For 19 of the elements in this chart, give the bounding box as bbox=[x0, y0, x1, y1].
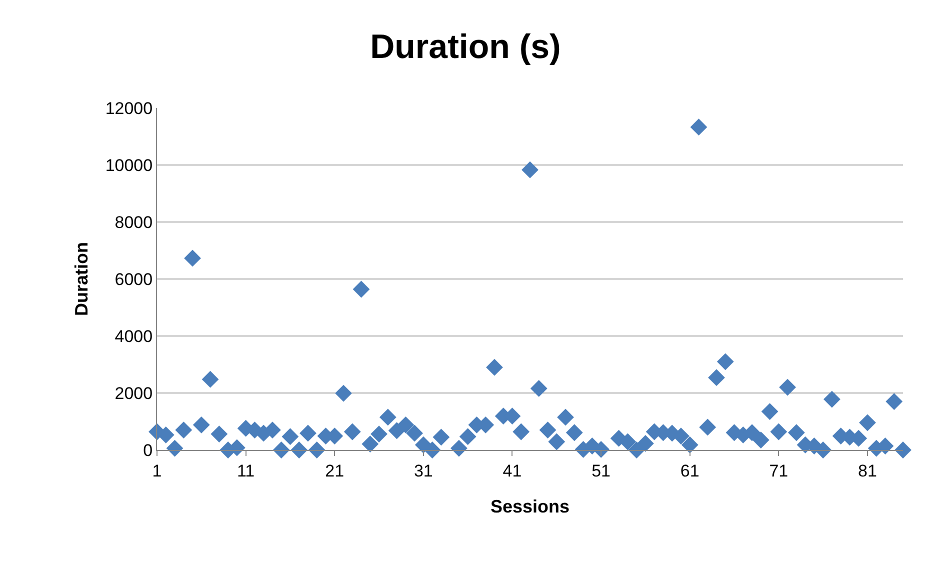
x-tick-label: 71 bbox=[769, 461, 788, 480]
chart-title: Duration (s) bbox=[370, 28, 561, 66]
y-tick-label: 0 bbox=[143, 440, 153, 460]
y-tick-label: 4000 bbox=[114, 326, 153, 346]
y-tick-label: 6000 bbox=[114, 270, 153, 289]
y-axis-title: Duration bbox=[72, 242, 92, 316]
y-tick-label: 2000 bbox=[114, 384, 153, 403]
y-tick-label: 8000 bbox=[114, 212, 153, 232]
x-tick-label: 51 bbox=[592, 461, 611, 480]
x-tick-label: 11 bbox=[236, 461, 255, 480]
x-axis-title: Sessions bbox=[490, 496, 570, 516]
x-tick-label: 21 bbox=[325, 461, 344, 480]
x-tick-label: 41 bbox=[502, 461, 522, 480]
y-tick-label: 12000 bbox=[105, 98, 153, 118]
x-tick-label: 81 bbox=[858, 461, 877, 480]
x-tick-label: 31 bbox=[414, 461, 433, 480]
x-tick-label: 61 bbox=[680, 461, 700, 480]
x-tick-label: 1 bbox=[152, 461, 162, 480]
y-tick-label: 10000 bbox=[105, 156, 153, 175]
